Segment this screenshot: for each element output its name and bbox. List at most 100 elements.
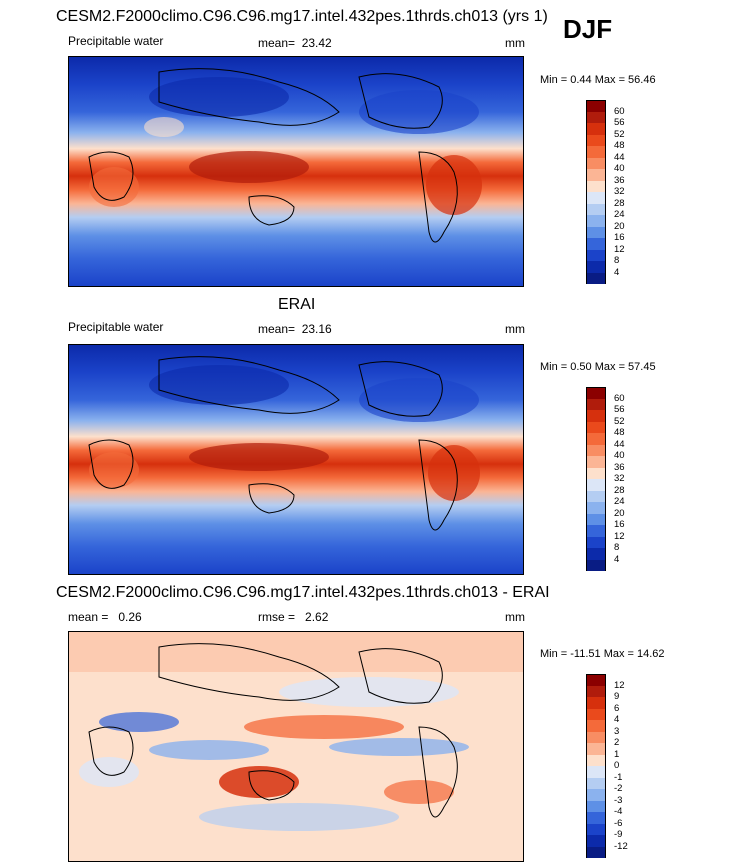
colorbar-tick-label: 1 bbox=[614, 748, 620, 760]
colorbar-tick-label: 0 bbox=[614, 760, 620, 771]
colorbar-tick-label: 4 bbox=[614, 266, 620, 278]
panel1-mean-label: mean= 23.42 bbox=[258, 36, 332, 50]
panel2-variable-label: Precipitable water bbox=[68, 320, 164, 334]
colorbar-tick-label: 16 bbox=[614, 519, 625, 530]
colorbar-swatch bbox=[586, 456, 606, 468]
colorbar-tick-label: -4 bbox=[614, 806, 623, 817]
colorbar-tick-label: 36 bbox=[614, 174, 625, 186]
colorbar-swatch bbox=[586, 490, 606, 502]
colorbar-swatch bbox=[586, 192, 606, 204]
colorbar-tick-label: 40 bbox=[614, 163, 625, 174]
colorbar-tick-label: 6 bbox=[614, 702, 620, 714]
colorbar-tick-label: 2 bbox=[614, 737, 620, 748]
colorbar-swatch bbox=[586, 548, 606, 560]
panel2-map bbox=[68, 344, 524, 575]
panel2-units: mm bbox=[505, 322, 525, 336]
colorbar-swatch bbox=[586, 467, 606, 479]
colorbar-tick-label: 48 bbox=[614, 427, 625, 438]
colorbar-swatch bbox=[586, 525, 606, 537]
panel3-minmax: Min = -11.51 Max = 14.62 bbox=[540, 648, 665, 660]
colorbar-swatch bbox=[586, 203, 606, 215]
colorbar-swatch bbox=[586, 238, 606, 250]
colorbar-tick-label: 16 bbox=[614, 232, 625, 243]
colorbar-swatch bbox=[586, 743, 606, 755]
panel1-variable-label: Precipitable water bbox=[68, 34, 164, 48]
colorbar-tick-label: 24 bbox=[614, 209, 625, 220]
colorbar-tick-label: 32 bbox=[614, 186, 625, 197]
panel3-colorbar: 12 9 6 4 3 2 1 0 -1 -2 -3 -4 -6 -9 -12 bbox=[586, 674, 628, 858]
panel3-mean-label: mean = 0.26 bbox=[68, 610, 142, 624]
colorbar-tick-label: 8 bbox=[614, 255, 620, 266]
colorbar-tick-label: 56 bbox=[614, 117, 625, 128]
panel1-title: CESM2.F2000climo.C96.C96.mg17.intel.432p… bbox=[56, 8, 548, 25]
colorbar-tick-label: 44 bbox=[614, 151, 625, 163]
colorbar-swatch bbox=[586, 559, 606, 571]
colorbar-swatch bbox=[586, 111, 606, 123]
colorbar-tick-label: -3 bbox=[614, 794, 623, 806]
colorbar-tick-label: 60 bbox=[614, 392, 625, 404]
colorbar-tick-label: 9 bbox=[614, 691, 620, 702]
colorbar-tick-label: 20 bbox=[614, 220, 625, 232]
colorbar-swatch bbox=[586, 398, 606, 410]
colorbar-tick-label: -9 bbox=[614, 829, 623, 840]
colorbar-swatch bbox=[586, 754, 606, 766]
panel1-minmax: Min = 0.44 Max = 56.46 bbox=[540, 74, 656, 86]
colorbar-tick-label: 12 bbox=[614, 530, 625, 542]
colorbar-swatch bbox=[586, 169, 606, 181]
colorbar-swatch bbox=[586, 134, 606, 146]
colorbar-swatch bbox=[586, 100, 606, 112]
colorbar-swatch bbox=[586, 789, 606, 801]
colorbar-swatch bbox=[586, 536, 606, 548]
colorbar-swatch bbox=[586, 812, 606, 824]
colorbar-tick-label: -12 bbox=[614, 840, 628, 852]
colorbar-swatch bbox=[586, 708, 606, 720]
panel3-rmse-label: rmse = 2.62 bbox=[258, 610, 329, 624]
colorbar-tick-label: 52 bbox=[614, 128, 625, 140]
colorbar-swatch bbox=[586, 215, 606, 227]
colorbar-swatch bbox=[586, 387, 606, 399]
colorbar-swatch bbox=[586, 146, 606, 158]
colorbar-swatch bbox=[586, 479, 606, 491]
colorbar-tick-label: 56 bbox=[614, 404, 625, 415]
colorbar-tick-label: -2 bbox=[614, 783, 623, 794]
colorbar-swatch bbox=[586, 444, 606, 456]
colorbar-tick-label: 4 bbox=[614, 553, 620, 565]
colorbar-swatch bbox=[586, 180, 606, 192]
panel2-colorbar: 60 56 52 48 44 40 36 32 28 24 20 16 12 8 4 bbox=[586, 387, 625, 571]
colorbar-swatch bbox=[586, 800, 606, 812]
panel2-minmax: Min = 0.50 Max = 57.45 bbox=[540, 361, 656, 373]
colorbar-tick-label: -1 bbox=[614, 771, 623, 783]
panel1-units: mm bbox=[505, 36, 525, 50]
colorbar-swatch bbox=[586, 502, 606, 514]
panel3-title: CESM2.F2000climo.C96.C96.mg17.intel.432p… bbox=[56, 584, 550, 601]
colorbar-swatch bbox=[586, 272, 606, 284]
colorbar-swatch bbox=[586, 777, 606, 789]
colorbar-tick-label: 8 bbox=[614, 542, 620, 553]
colorbar-tick-label: 52 bbox=[614, 415, 625, 427]
panel2-title: ERAI bbox=[278, 296, 316, 313]
colorbar-tick-label: 3 bbox=[614, 725, 620, 737]
colorbar-swatch bbox=[586, 157, 606, 169]
colorbar-tick-label: 36 bbox=[614, 461, 625, 473]
colorbar-swatch bbox=[586, 766, 606, 778]
colorbar-swatch bbox=[586, 685, 606, 697]
colorbar-tick-label: 24 bbox=[614, 496, 625, 507]
colorbar-swatch bbox=[586, 731, 606, 743]
panel2-field bbox=[69, 345, 523, 574]
colorbar-swatch bbox=[586, 226, 606, 238]
colorbar-swatch bbox=[586, 421, 606, 433]
panel3-map bbox=[68, 631, 524, 862]
colorbar-swatch bbox=[586, 846, 606, 858]
colorbar-tick-label: 32 bbox=[614, 473, 625, 484]
season-label: DJF bbox=[563, 14, 613, 44]
colorbar-tick-label: 4 bbox=[614, 714, 620, 725]
colorbar-tick-label: 28 bbox=[614, 197, 625, 209]
colorbar-tick-label: 12 bbox=[614, 243, 625, 255]
colorbar-swatch bbox=[586, 433, 606, 445]
panel1-field bbox=[69, 57, 523, 286]
colorbar-swatch bbox=[586, 674, 606, 686]
colorbar-swatch bbox=[586, 823, 606, 835]
colorbar-swatch bbox=[586, 720, 606, 732]
colorbar-swatch bbox=[586, 835, 606, 847]
colorbar-swatch bbox=[586, 697, 606, 709]
